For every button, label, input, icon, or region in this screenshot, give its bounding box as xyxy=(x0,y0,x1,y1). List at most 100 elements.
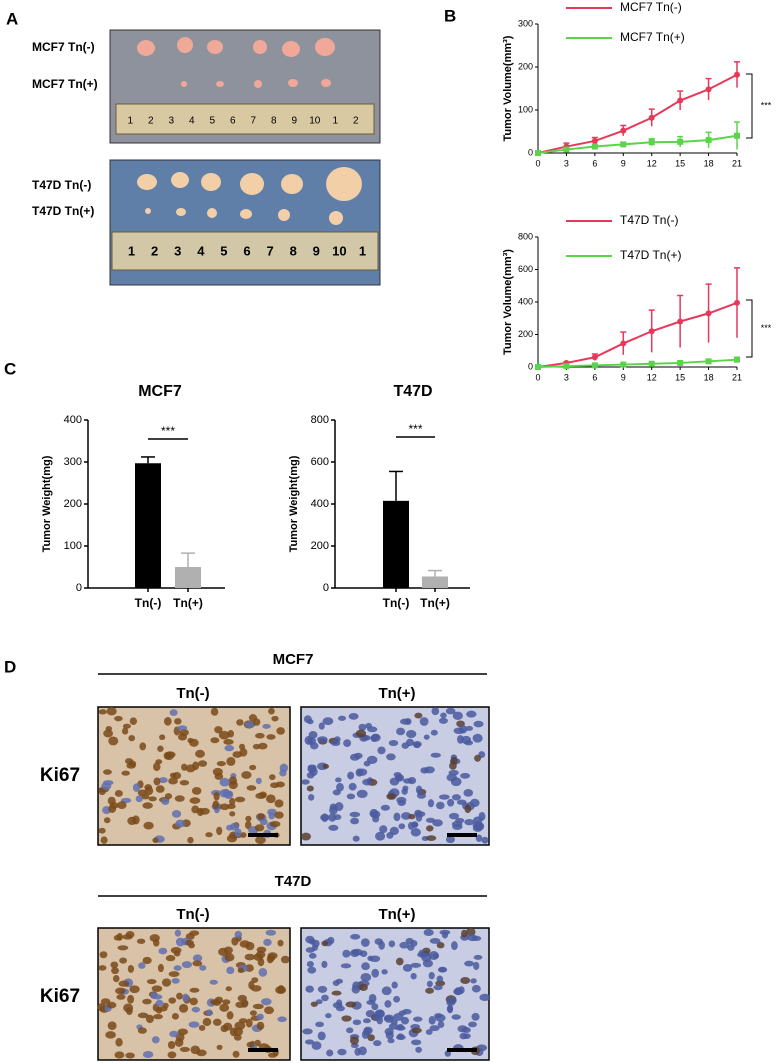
point xyxy=(620,340,627,347)
cell xyxy=(118,980,130,987)
cell xyxy=(174,929,182,937)
cell xyxy=(398,823,406,830)
cell xyxy=(167,1051,177,1059)
cell xyxy=(171,1013,179,1020)
ruler-number: 7 xyxy=(250,116,256,127)
cell xyxy=(245,1018,253,1028)
point xyxy=(734,132,740,139)
cell xyxy=(390,1019,398,1025)
cell xyxy=(155,999,164,1007)
point xyxy=(591,362,598,369)
x-tick-label: 3 xyxy=(564,372,569,382)
cell xyxy=(107,1021,117,1030)
cell xyxy=(402,964,413,972)
cell xyxy=(149,934,160,942)
cell xyxy=(219,1003,230,1012)
cell xyxy=(155,1006,163,1014)
ruler-number: 3 xyxy=(174,243,181,258)
cell xyxy=(473,961,480,971)
cell xyxy=(395,1025,406,1031)
cell xyxy=(426,825,434,832)
cell xyxy=(229,811,236,817)
cell xyxy=(137,1012,149,1019)
cell xyxy=(335,978,344,984)
cell xyxy=(415,785,423,795)
group-label: Tn(-) xyxy=(176,685,209,702)
cell xyxy=(384,1000,392,1008)
cell xyxy=(473,954,483,960)
cell xyxy=(157,963,164,973)
cell xyxy=(173,965,182,971)
point xyxy=(677,359,684,366)
cell xyxy=(114,790,123,797)
cell xyxy=(407,944,415,951)
cell xyxy=(164,793,173,800)
cell xyxy=(245,815,252,822)
cell xyxy=(219,777,230,787)
cell xyxy=(465,927,476,937)
cell xyxy=(429,937,441,944)
cell xyxy=(459,1032,468,1040)
cell xyxy=(341,1015,352,1022)
cell xyxy=(461,1027,471,1034)
cell xyxy=(132,815,140,825)
cell xyxy=(254,824,265,832)
y-tick-label: 400 xyxy=(518,296,533,306)
cell xyxy=(393,812,401,822)
cell xyxy=(169,1030,179,1038)
cell xyxy=(187,836,194,844)
cell xyxy=(348,713,359,720)
cell xyxy=(335,777,342,783)
cell xyxy=(398,1010,407,1016)
row-label: MCF7 Tn(-) xyxy=(32,40,95,54)
cell xyxy=(337,1048,347,1056)
x-tick-label: Tn(+) xyxy=(173,596,203,610)
cell xyxy=(321,994,329,1002)
ruler-number: 5 xyxy=(220,243,227,258)
x-tick-label: 12 xyxy=(647,372,657,382)
panel-label: A xyxy=(6,9,18,28)
cell xyxy=(318,722,325,730)
cell xyxy=(127,994,135,1004)
cell xyxy=(471,984,481,993)
point xyxy=(648,139,655,146)
ruler xyxy=(115,103,375,135)
cell xyxy=(362,778,373,786)
cell xyxy=(268,1052,278,1058)
cell xyxy=(386,831,394,839)
cell xyxy=(171,978,180,984)
cell xyxy=(268,774,276,781)
cell xyxy=(393,995,401,1003)
cell xyxy=(267,808,277,816)
x-tick-label: 6 xyxy=(592,158,597,168)
cell xyxy=(358,1046,367,1056)
cell xyxy=(481,836,489,844)
x-tick-label: Tn(-) xyxy=(135,596,162,610)
y-tick-label: 200 xyxy=(311,540,329,552)
cell xyxy=(436,801,445,810)
cell xyxy=(460,772,471,779)
cell xyxy=(210,737,220,744)
cell xyxy=(132,783,141,792)
cell xyxy=(451,794,461,801)
ruler-number: 9 xyxy=(313,243,320,258)
cell xyxy=(380,804,391,811)
point xyxy=(563,146,570,153)
cell xyxy=(352,835,360,842)
cell xyxy=(136,938,146,944)
ruler-number: 10 xyxy=(332,243,346,258)
cell xyxy=(192,960,203,967)
cell xyxy=(226,966,235,975)
cell xyxy=(153,762,161,772)
cell xyxy=(416,792,426,799)
cell xyxy=(210,707,219,716)
y-tick-label: 200 xyxy=(518,329,533,339)
ruler-number: 6 xyxy=(230,116,236,127)
cell xyxy=(322,763,330,769)
tumors xyxy=(137,37,335,88)
cell xyxy=(410,828,421,837)
cell xyxy=(419,717,429,726)
cell xyxy=(223,1022,233,1031)
cell xyxy=(240,832,247,838)
cell xyxy=(396,727,406,736)
